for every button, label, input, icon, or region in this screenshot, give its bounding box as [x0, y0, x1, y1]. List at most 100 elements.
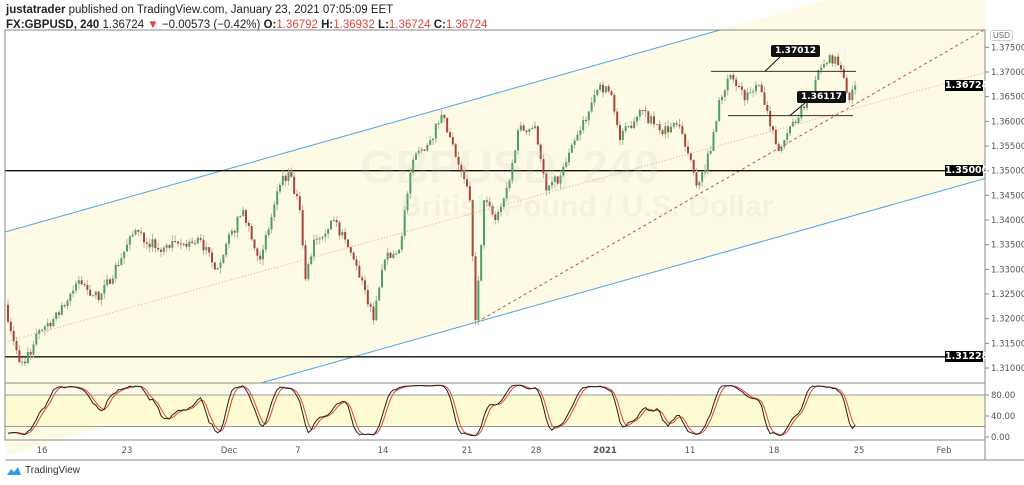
- candle-body: [236, 216, 239, 233]
- candle-body: [381, 269, 383, 288]
- candle-body: [466, 179, 468, 187]
- candle-body: [460, 164, 463, 172]
- candle-body: [534, 126, 536, 128]
- candle-body: [100, 293, 103, 300]
- candle-body: [191, 241, 194, 244]
- candle-body: [194, 243, 196, 245]
- candle-body: [522, 125, 525, 131]
- candle-body: [403, 210, 406, 237]
- candle-body: [531, 127, 534, 129]
- candle-body: [689, 153, 692, 160]
- candle-body: [86, 284, 89, 290]
- candle-body: [828, 55, 831, 63]
- open-value: 1.36792: [276, 19, 318, 31]
- candle-body: [735, 79, 738, 87]
- candle-body: [604, 86, 607, 93]
- candle-body: [704, 169, 706, 173]
- candle-body: [145, 242, 148, 244]
- candle-body: [638, 109, 641, 117]
- candle-body: [641, 109, 644, 111]
- candle-body: [281, 175, 284, 185]
- candle-body: [168, 245, 171, 248]
- tradingview-logo[interactable]: TradingView: [6, 465, 80, 476]
- candle-body: [715, 121, 718, 133]
- candle-body: [497, 211, 500, 221]
- candle-body: [400, 236, 403, 250]
- candle-body: [349, 247, 352, 253]
- candle-body: [338, 222, 341, 236]
- candle-body: [457, 156, 460, 165]
- candle-body: [143, 232, 145, 243]
- low-label: L:: [378, 19, 389, 31]
- candle-body: [131, 234, 134, 237]
- candle-body: [800, 106, 803, 118]
- candle-body: [395, 253, 398, 255]
- candle-body: [174, 241, 177, 243]
- currency-label[interactable]: USD: [990, 30, 1013, 41]
- candle-body: [9, 321, 12, 331]
- candle-body: [752, 91, 755, 93]
- time-tick-label: 23: [122, 446, 133, 456]
- candle-body: [7, 304, 9, 322]
- candle-body: [80, 280, 83, 285]
- candle-body: [480, 245, 483, 281]
- candle-body: [247, 222, 250, 226]
- candle-body: [97, 291, 100, 300]
- candle-body: [114, 264, 117, 279]
- candle-body: [262, 249, 264, 260]
- candle-body: [627, 125, 630, 127]
- candle-body: [233, 230, 236, 233]
- candle-body: [318, 238, 321, 240]
- candle-body: [66, 300, 69, 306]
- candle-body: [75, 283, 77, 291]
- candle-body: [434, 123, 437, 139]
- candle-body: [746, 92, 749, 101]
- channel-upper-line: [5, 30, 722, 233]
- symbol-name: FX:GBPUSD, 240: [6, 19, 100, 31]
- candle-body: [270, 216, 273, 230]
- candle-body: [256, 248, 259, 256]
- candle-body: [454, 144, 457, 157]
- candle-body: [837, 56, 840, 66]
- candle-body: [539, 144, 542, 160]
- candle-body: [718, 100, 721, 122]
- annotation-label[interactable]: 1.37012: [771, 45, 820, 57]
- candle-body: [610, 91, 613, 96]
- candle-body: [222, 254, 225, 263]
- time-tick-label: 21: [462, 446, 473, 456]
- candle-body: [740, 86, 743, 90]
- candle-body: [607, 86, 610, 92]
- candle-body: [46, 322, 49, 327]
- candle-body: [551, 181, 553, 186]
- candle-body: [675, 123, 678, 125]
- low-value: 1.36724: [388, 19, 431, 31]
- candle-body: [179, 243, 182, 245]
- candle-body: [446, 117, 449, 133]
- symbol-legend: FX:GBPUSD, 240 1.36724 ▼ −0.00573 (−0.42…: [6, 19, 487, 31]
- price-change: −0.00573 (−0.42%): [161, 19, 261, 31]
- candle-body: [491, 206, 494, 215]
- candle-body: [585, 119, 587, 121]
- annotation-label[interactable]: 1.36117: [797, 91, 846, 103]
- hline-price-label: 1.31228: [945, 351, 989, 363]
- candle-body: [103, 284, 106, 294]
- candle-body: [687, 146, 689, 154]
- price-tick-label: 1.34000: [991, 216, 1024, 226]
- candle-body: [134, 229, 137, 235]
- candle-body: [185, 243, 188, 247]
- candle-body: [137, 229, 140, 232]
- author-name[interactable]: justatrader: [6, 4, 66, 16]
- candle-body: [352, 252, 355, 260]
- candle-body: [35, 333, 38, 345]
- candle-body: [451, 137, 454, 145]
- candle-body: [661, 130, 664, 135]
- candle-body: [624, 126, 627, 131]
- candle-body: [772, 126, 774, 130]
- candle-body: [310, 256, 313, 265]
- candle-body: [579, 130, 582, 135]
- candle-body: [664, 126, 667, 135]
- candle-body: [553, 176, 556, 182]
- candle-body: [565, 162, 568, 167]
- candle-body: [72, 290, 75, 294]
